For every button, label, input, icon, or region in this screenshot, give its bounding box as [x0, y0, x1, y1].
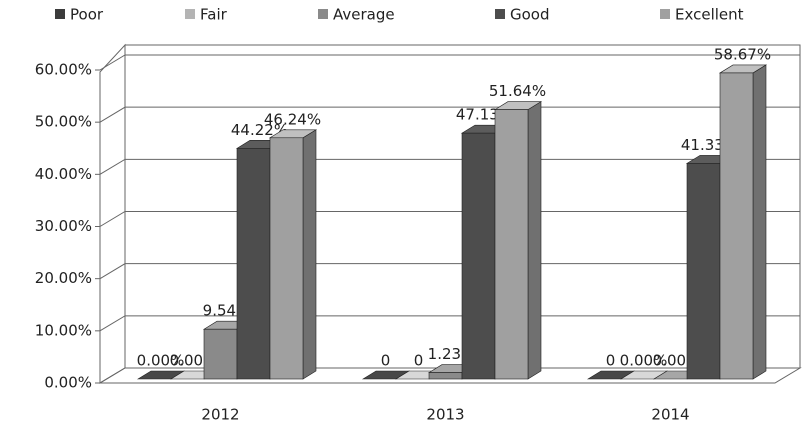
grid-line — [99, 263, 800, 280]
bar — [719, 72, 754, 380]
value-label: 58.67% — [714, 45, 771, 63]
legend-label: Poor — [70, 6, 104, 24]
legend-swatch — [185, 9, 195, 19]
y-tick-label: 30.00% — [35, 217, 92, 235]
legend-label: Fair — [200, 6, 228, 24]
legend-label: Good — [510, 6, 550, 24]
bar-side — [752, 64, 767, 380]
bar — [203, 328, 238, 380]
y-tick-label: 40.00% — [35, 165, 92, 183]
y-tick-label: 20.00% — [35, 269, 92, 287]
y-tick-label: 0.00% — [44, 374, 92, 392]
bar — [494, 109, 529, 380]
x-tick-label: 2012 — [201, 406, 239, 424]
bar — [686, 163, 721, 380]
legend-label: Average — [333, 6, 395, 24]
y-tick-label: 60.00% — [35, 61, 92, 79]
grid-line — [99, 315, 800, 332]
bar — [236, 148, 271, 380]
bar — [461, 132, 496, 380]
grid-line — [99, 367, 800, 384]
value-label: 46.24% — [264, 110, 321, 128]
legend-swatch — [660, 9, 670, 19]
bar-side — [527, 101, 542, 380]
x-tick-label: 2014 — [651, 406, 689, 424]
grid-line — [99, 158, 800, 175]
value-label: 44.22% — [231, 121, 288, 139]
grid-line — [99, 106, 800, 123]
value-label: 0 — [381, 352, 391, 370]
legend-swatch — [55, 9, 65, 19]
legend-label: Excellent — [675, 6, 744, 24]
bar-side — [302, 129, 317, 380]
legend-swatch — [495, 9, 505, 19]
value-label: 0 — [414, 352, 424, 370]
x-tick-label: 2013 — [426, 406, 464, 424]
value-label: 0 — [606, 352, 616, 370]
value-label: 0.00% — [137, 352, 185, 370]
grid-line — [99, 54, 800, 71]
value-label: 0.00% — [620, 352, 668, 370]
y-tick-label: 10.00% — [35, 321, 92, 339]
value-label: 51.64% — [489, 82, 546, 100]
bar — [428, 372, 463, 380]
bar — [269, 137, 304, 380]
grid-line — [99, 211, 800, 227]
y-tick-label: 50.00% — [35, 113, 92, 131]
legend-swatch — [318, 9, 328, 19]
